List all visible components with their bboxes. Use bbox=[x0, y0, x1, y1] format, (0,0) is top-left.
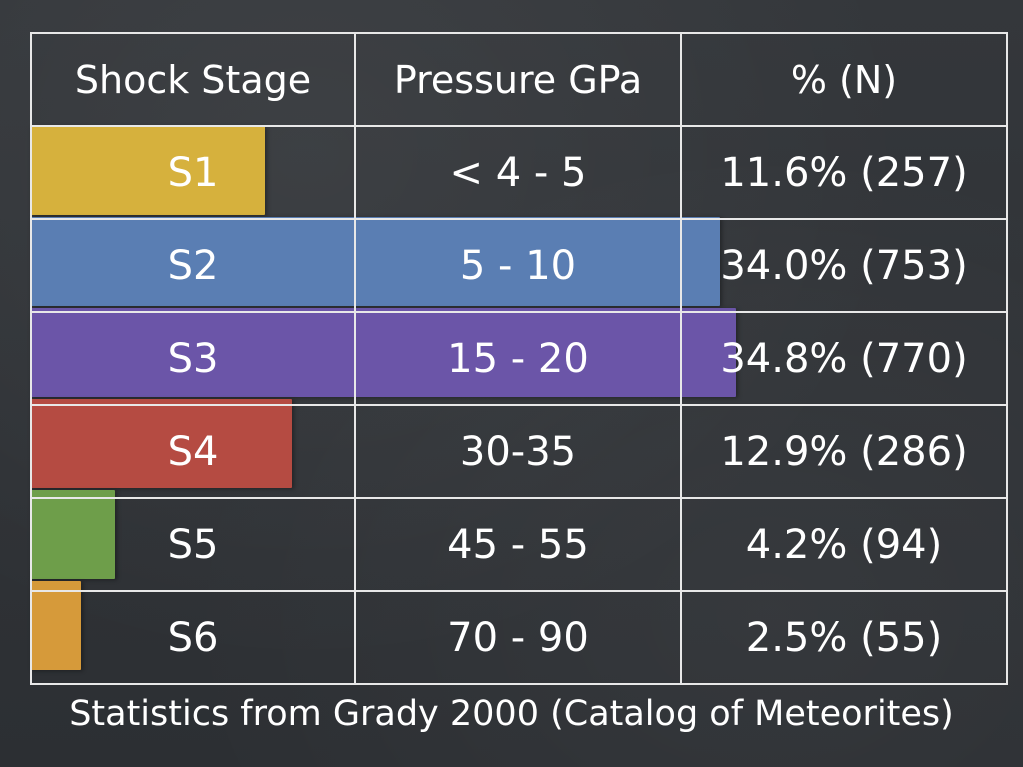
pressure-cell: < 4 - 5 bbox=[354, 125, 682, 220]
pressure-cell: 70 - 90 bbox=[354, 590, 682, 685]
table-row: S2 5 - 10 34.0% (753) bbox=[30, 218, 1008, 313]
stage-cell: S1 bbox=[30, 125, 356, 220]
pressure-cell: 30-35 bbox=[354, 404, 682, 499]
stage-cell: S5 bbox=[30, 497, 356, 592]
stage-cell: S6 bbox=[30, 590, 356, 685]
header-row: Shock Stage Pressure GPa % (N) bbox=[30, 32, 1008, 127]
source-footnote: Statistics from Grady 2000 (Catalog of M… bbox=[69, 694, 954, 734]
percent-cell: 11.6% (257) bbox=[680, 125, 1008, 220]
stage-cell: S2 bbox=[30, 218, 356, 313]
shock-stage-table: Shock Stage Pressure GPa % (N) S1 < 4 - … bbox=[30, 32, 1008, 685]
percent-cell: 4.2% (94) bbox=[680, 497, 1008, 592]
pressure-cell: 45 - 55 bbox=[354, 497, 682, 592]
percent-cell: 34.8% (770) bbox=[680, 311, 1008, 406]
column-header-pressure: Pressure GPa bbox=[354, 32, 682, 127]
table-row: S1 < 4 - 5 11.6% (257) bbox=[30, 125, 1008, 220]
percent-cell: 34.0% (753) bbox=[680, 218, 1008, 313]
pressure-cell: 15 - 20 bbox=[354, 311, 682, 406]
shock-stage-table-area: Shock Stage Pressure GPa % (N) S1 < 4 - … bbox=[30, 32, 1008, 685]
column-header-percent: % (N) bbox=[680, 32, 1008, 127]
table-row: S6 70 - 90 2.5% (55) bbox=[30, 590, 1008, 685]
column-header-shock-stage: Shock Stage bbox=[30, 32, 356, 127]
pressure-cell: 5 - 10 bbox=[354, 218, 682, 313]
percent-cell: 12.9% (286) bbox=[680, 404, 1008, 499]
table-row: S4 30-35 12.9% (286) bbox=[30, 404, 1008, 499]
percent-cell: 2.5% (55) bbox=[680, 590, 1008, 685]
stage-cell: S4 bbox=[30, 404, 356, 499]
table-row: S3 15 - 20 34.8% (770) bbox=[30, 311, 1008, 406]
table-row: S5 45 - 55 4.2% (94) bbox=[30, 497, 1008, 592]
stage-cell: S3 bbox=[30, 311, 356, 406]
